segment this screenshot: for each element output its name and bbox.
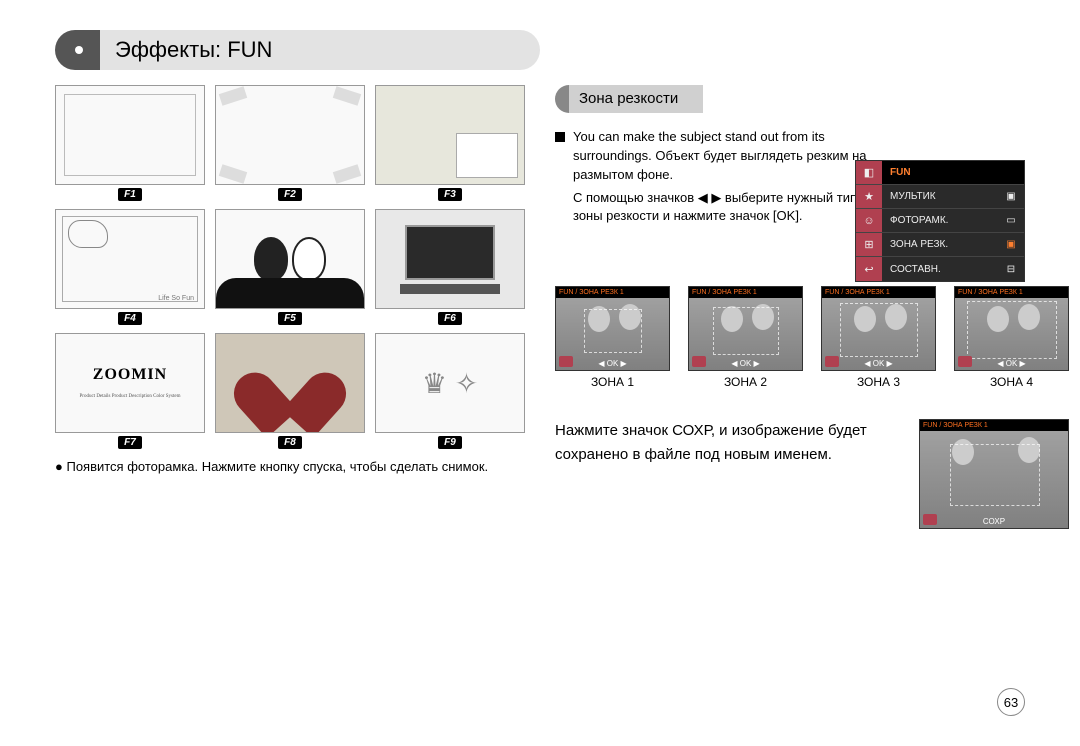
frame-cell-3: F3 [375, 85, 525, 201]
menu-label: ФОТОРАМК. [882, 215, 998, 226]
back-icon: ↩ [856, 257, 882, 281]
frame-thumb-7: ZOOMIN Product Details Product Descripti… [55, 333, 205, 433]
zone-preview-2: FUN / ЗОНА РЕЗК 1 ◀ OK ▶ [688, 286, 803, 371]
zone-caption: ЗОНА 3 [857, 375, 900, 389]
zone-strip: FUN / ЗОНА РЕЗК 1 [920, 420, 1068, 431]
frame-thumb-8 [215, 333, 365, 433]
ok-label: OK [740, 359, 752, 368]
left-caption-text: Появится фоторамка. Нажмите кнопку спуск… [66, 459, 488, 474]
frame-cell-9: ♛ ✧ F9 [375, 333, 525, 449]
zone-preview-3: FUN / ЗОНА РЕЗК 1 ◀ OK ▶ [821, 286, 936, 371]
frame-cell-4: Life So Fun F4 [55, 209, 205, 325]
left-caption: ● Появится фоторамка. Нажмите кнопку спу… [55, 459, 525, 474]
zone-row: FUN / ЗОНА РЕЗК 1 ◀ OK ▶ ЗОНА 1 FUN / ЗО… [555, 286, 1069, 389]
frame-thumb-5 [215, 209, 365, 309]
save-label: СОХР [983, 517, 1005, 526]
menu-item-highlight[interactable]: ⊞ ЗОНА РЕЗК. ▣ [856, 233, 1024, 257]
save-text: Нажмите значок СОХР, и изображение будет… [555, 419, 894, 467]
frames-column: F1 F2 F3 [55, 85, 525, 529]
frame-cell-8: F8 [215, 333, 365, 449]
frame-label: F5 [278, 312, 302, 325]
menu-header-row: ◧ FUN [856, 161, 1024, 185]
menu-item-cartoon[interactable]: ★ МУЛЬТИК ▣ [856, 185, 1024, 209]
zone-cell-1: FUN / ЗОНА РЕЗК 1 ◀ OK ▶ ЗОНА 1 [555, 286, 670, 389]
cartoon-icon: ▣ [998, 191, 1024, 202]
fun-icon: ◧ [856, 161, 882, 184]
frame-cell-5: F5 [215, 209, 365, 325]
zone-caption: ЗОНА 4 [990, 375, 1033, 389]
frame-label: F2 [278, 188, 302, 201]
frame-cell-1: F1 [55, 85, 205, 201]
highlight-icon: ▣ [998, 239, 1024, 250]
menu-label: СОСТАВН. [882, 264, 998, 275]
menu-item-photoframe[interactable]: ☺ ФОТОРАМК. ▭ [856, 209, 1024, 233]
zone-preview-1: FUN / ЗОНА РЕЗК 1 ◀ OK ▶ [555, 286, 670, 371]
ok-label: OK [1006, 359, 1018, 368]
menu-item-composite[interactable]: ↩ СОСТАВН. ⊟ [856, 257, 1024, 281]
camera-menu: ◧ FUN ★ МУЛЬТИК ▣ ☺ ФОТОРАМК. ▭ ⊞ ЗОНА Р… [855, 160, 1025, 282]
frame-label: F9 [438, 436, 462, 449]
ok-label: OK [873, 359, 885, 368]
zone-preview-4: FUN / ЗОНА РЕЗК 1 ◀ OK ▶ [954, 286, 1069, 371]
frame-thumb-6 [375, 209, 525, 309]
frame-cell-7: ZOOMIN Product Details Product Descripti… [55, 333, 205, 449]
menu-label: ЗОНА РЕЗК. [882, 239, 998, 250]
frame-thumb-4: Life So Fun [55, 209, 205, 309]
save-block: Нажмите значок СОХР, и изображение будет… [555, 419, 1069, 529]
frame-label: F8 [278, 436, 302, 449]
save-preview: FUN / ЗОНА РЕЗК 1 СОХР [919, 419, 1069, 529]
body-text: You can make the subject stand out from … [555, 128, 875, 226]
para-1b: С помощью значков ◀ ▶ выберите нужный ти… [573, 189, 875, 227]
frame-thumb-3 [375, 85, 525, 185]
frame-cell-6: F6 [375, 209, 525, 325]
star-icon: ★ [856, 185, 882, 208]
subheader-text: Зона резкости [569, 85, 703, 113]
frame-label: F6 [438, 312, 462, 325]
page-number: 63 [997, 688, 1025, 716]
zone-caption: ЗОНА 2 [724, 375, 767, 389]
zone-strip: FUN / ЗОНА РЕЗК 1 [822, 287, 935, 298]
menu-header: FUN [882, 167, 998, 178]
subheader: Зона резкости [555, 85, 1069, 113]
frame-label: F4 [118, 312, 142, 325]
frame-icon: ▭ [998, 215, 1024, 226]
zone-strip: FUN / ЗОНА РЕЗК 1 [955, 287, 1068, 298]
frame-label: F7 [118, 436, 142, 449]
ok-label: OK [607, 359, 619, 368]
frame-grid: F1 F2 F3 [55, 85, 525, 449]
right-column: Зона резкости You can make the subject s… [555, 85, 1069, 529]
frame-thumb-9: ♛ ✧ [375, 333, 525, 433]
zoomin-title: ZOOMIN [93, 366, 167, 384]
zoomin-sub: Product Details Product Description Colo… [80, 394, 181, 401]
zone-cell-2: FUN / ЗОНА РЕЗК 1 ◀ OK ▶ ЗОНА 2 [688, 286, 803, 389]
zone-caption: ЗОНА 1 [591, 375, 634, 389]
para-1a: You can make the subject stand out from … [573, 128, 875, 185]
menu-label: МУЛЬТИК [882, 191, 998, 202]
frame-label: F3 [438, 188, 462, 201]
frame-thumb-2 [215, 85, 365, 185]
crown-icon: ♛ ✧ [422, 367, 478, 400]
zone-strip: FUN / ЗОНА РЕЗК 1 [689, 287, 802, 298]
zone-cell-3: FUN / ЗОНА РЕЗК 1 ◀ OK ▶ ЗОНА 3 [821, 286, 936, 389]
frame-cell-2: F2 [215, 85, 365, 201]
zone-strip: FUN / ЗОНА РЕЗК 1 [556, 287, 669, 298]
page-title-bar: Эффекты: FUN [55, 30, 1025, 70]
page-title: Эффекты: FUN [100, 30, 540, 70]
title-cap [55, 30, 100, 70]
grid-icon: ⊞ [856, 233, 882, 256]
bullet-icon [555, 132, 565, 142]
composite-icon: ⊟ [998, 264, 1024, 275]
person-icon: ☺ [856, 209, 882, 232]
zone-cell-4: FUN / ЗОНА РЕЗК 1 ◀ OK ▶ ЗОНА 4 [954, 286, 1069, 389]
frame-label: F1 [118, 188, 142, 201]
frame-thumb-1 [55, 85, 205, 185]
